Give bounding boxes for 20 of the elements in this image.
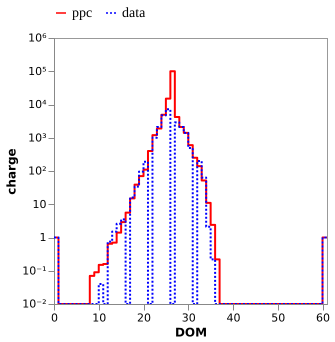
x-tick-label: 40 xyxy=(226,312,241,324)
y-tick-label: 10⁶ xyxy=(28,32,48,44)
x-tick-label: 60 xyxy=(316,312,330,324)
y-tick-label: 10⁻¹ xyxy=(22,264,46,278)
x-tick-label: 30 xyxy=(182,312,196,324)
y-tick-label: 10⁵ xyxy=(28,64,46,78)
legend-label: data xyxy=(122,6,146,21)
y-axis-title: charge xyxy=(4,148,18,195)
legend-label: ppc xyxy=(72,6,92,21)
y-tick-label: 10⁻² xyxy=(22,298,46,310)
x-tick-label: 0 xyxy=(51,312,58,324)
y-tick-label: 10³ xyxy=(28,131,46,144)
x-tick-label: 10 xyxy=(92,312,106,324)
x-tick-label: 20 xyxy=(137,312,152,324)
x-axis-title: DOM xyxy=(174,326,208,340)
y-tick-label: 10 xyxy=(32,198,46,211)
y-tick-label: 10² xyxy=(28,164,46,178)
y-tick-label: 1 xyxy=(40,231,46,244)
x-tick-label: 50 xyxy=(271,312,286,324)
y-tick-label: 10⁴ xyxy=(28,98,48,111)
